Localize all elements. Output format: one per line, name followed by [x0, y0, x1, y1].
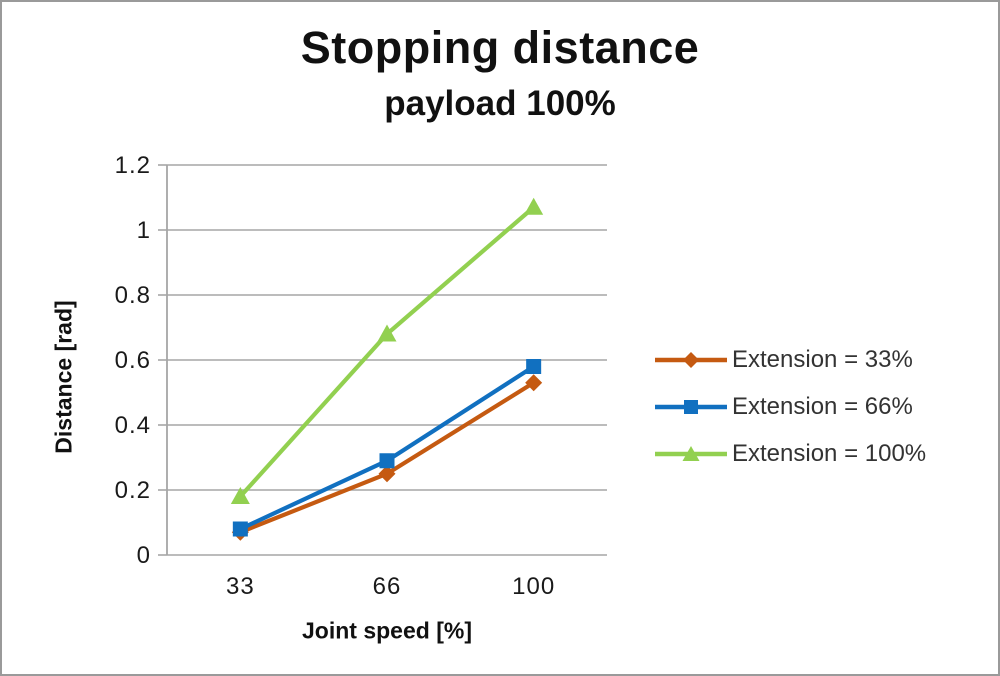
y-tick-label: 0.2 — [115, 477, 151, 504]
marker-triangle — [377, 324, 397, 342]
legend-item: Extension = 100% — [654, 439, 926, 469]
legend-marker-square-icon — [655, 400, 727, 414]
marker-diamond — [525, 374, 543, 392]
y-tick-label: 0 — [137, 542, 151, 569]
legend-label: Extension = 66% — [732, 393, 913, 420]
legend-marker-diamond-icon — [655, 352, 727, 368]
legend-label: Extension = 100% — [732, 440, 927, 467]
y-axis-title: Distance [rad] — [50, 300, 77, 454]
marker-diamond — [378, 465, 396, 483]
legend-marker-triangle-icon — [655, 446, 727, 461]
x-tick-label: 66 — [373, 573, 402, 600]
marker-square — [232, 521, 248, 537]
series-line — [238, 205, 536, 499]
y-tick-label: 1 — [137, 217, 151, 244]
legend-item: Extension = 33% — [654, 345, 926, 375]
marker-square — [526, 359, 542, 374]
chart-title: Stopping distance — [300, 22, 700, 73]
marker-square — [379, 453, 395, 469]
legend: Extension = 33% Extension = 66% Extension … — [654, 345, 926, 469]
legend-item: Extension = 66% — [654, 392, 926, 422]
y-tick-label: 0.4 — [115, 412, 151, 439]
chart-subtitle: payload 100% — [384, 84, 616, 123]
legend-label: Extension = 33% — [732, 346, 913, 373]
y-tick-label: 1.2 — [115, 152, 151, 179]
marker-triangle — [230, 487, 250, 504]
y-tick-label: 0.6 — [115, 347, 151, 374]
x-tick-label: 33 — [226, 573, 255, 600]
marker-triangle — [524, 197, 544, 215]
y-tick-label: 0.8 — [115, 282, 151, 309]
x-tick-label: 100 — [512, 573, 555, 600]
x-axis-title: Joint speed [%] — [302, 617, 472, 644]
